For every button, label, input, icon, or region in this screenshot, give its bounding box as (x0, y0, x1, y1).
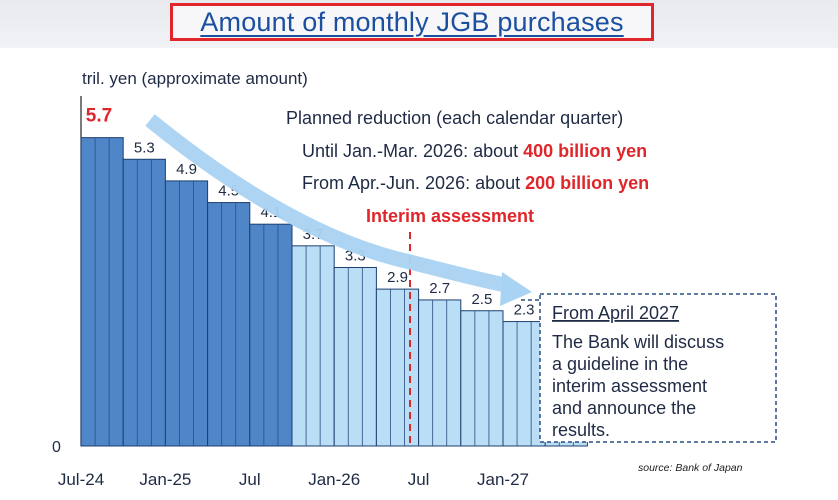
bar-value-label: 2.9 (387, 269, 408, 286)
planned-line-2: From Apr.-Jun. 2026: about 200 billion y… (302, 173, 649, 193)
bar (207, 202, 251, 447)
planned-line-2-value: 200 billion yen (525, 173, 649, 193)
note-line: a guideline in the (552, 354, 688, 374)
bar-value-label: 2.5 (471, 291, 492, 308)
bar (333, 266, 377, 447)
bar (164, 180, 209, 447)
note-line: results. (552, 420, 610, 440)
x-tick-label: Jan-27 (477, 470, 529, 489)
note-line: and announce the (552, 398, 696, 418)
bar (502, 321, 546, 447)
x-tick-label: Jul (239, 470, 261, 489)
bar-value-label: 5.3 (134, 139, 155, 156)
bar-value-label: 2.7 (429, 280, 450, 297)
bar (80, 137, 124, 447)
interim-label: Interim assessment (366, 206, 534, 226)
bar (460, 310, 504, 447)
trend-arrow-head (500, 272, 532, 306)
title-box: Amount of monthly JGB purchases (170, 3, 654, 41)
planned-heading: Planned reduction (each calendar quarter… (286, 108, 623, 128)
planned-line-1-value: 400 billion yen (523, 141, 647, 161)
y-axis-label: tril. yen (approximate amount) (82, 69, 308, 88)
chart-title: Amount of monthly JGB purchases (200, 6, 624, 37)
x-tick-label: Jan-25 (139, 470, 191, 489)
bar-value-label: 4.9 (176, 161, 197, 178)
planned-line-1-prefix: Until Jan.-Mar. 2026: about (302, 141, 523, 161)
planned-line-1: Until Jan.-Mar. 2026: about 400 billion … (302, 141, 647, 161)
y-zero-label: 0 (52, 439, 61, 456)
note-box (539, 293, 777, 443)
bar (122, 158, 166, 447)
note-line: The Bank will discuss (552, 332, 724, 352)
bar-value-label: 5.7 (86, 106, 112, 127)
bar (249, 223, 293, 447)
x-tick-label: Jul-24 (58, 470, 104, 489)
bar (418, 299, 462, 447)
trend-arrow-shaft (145, 114, 512, 294)
bar (375, 288, 420, 447)
bar (291, 245, 335, 447)
bar-value-label: 2.3 (514, 302, 535, 319)
x-tick-label: Jan-26 (308, 470, 360, 489)
planned-line-2-prefix: From Apr.-Jun. 2026: about (302, 173, 525, 193)
x-tick-label: Jul (408, 470, 430, 489)
note-heading: From April 2027 (552, 303, 679, 323)
source-note: source: Bank of Japan (638, 462, 743, 474)
note-line: interim assessment (552, 376, 707, 396)
